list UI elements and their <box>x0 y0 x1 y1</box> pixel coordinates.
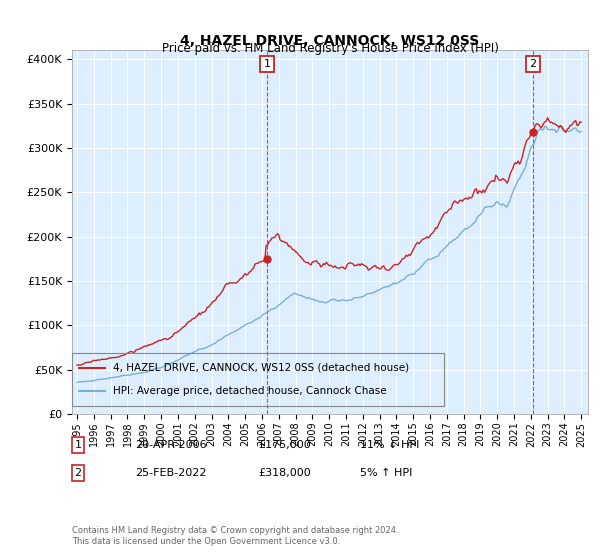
Text: £318,000: £318,000 <box>258 468 311 478</box>
Text: 4, HAZEL DRIVE, CANNOCK, WS12 0SS (detached house): 4, HAZEL DRIVE, CANNOCK, WS12 0SS (detac… <box>113 363 409 373</box>
Text: 2: 2 <box>529 59 536 69</box>
Text: 25-FEB-2022: 25-FEB-2022 <box>135 468 206 478</box>
Text: 5% ↑ HPI: 5% ↑ HPI <box>360 468 412 478</box>
Text: 1: 1 <box>263 59 271 69</box>
Text: £175,000: £175,000 <box>258 440 311 450</box>
Text: Contains HM Land Registry data © Crown copyright and database right 2024.
This d: Contains HM Land Registry data © Crown c… <box>72 526 398 546</box>
Text: 1: 1 <box>74 440 82 450</box>
Text: Price paid vs. HM Land Registry's House Price Index (HPI): Price paid vs. HM Land Registry's House … <box>161 42 499 55</box>
Text: 2: 2 <box>74 468 82 478</box>
Text: HPI: Average price, detached house, Cannock Chase: HPI: Average price, detached house, Cann… <box>113 386 386 396</box>
Text: 20-APR-2006: 20-APR-2006 <box>135 440 206 450</box>
Title: 4, HAZEL DRIVE, CANNOCK, WS12 0SS: 4, HAZEL DRIVE, CANNOCK, WS12 0SS <box>181 34 479 48</box>
Text: 11% ↓ HPI: 11% ↓ HPI <box>360 440 419 450</box>
